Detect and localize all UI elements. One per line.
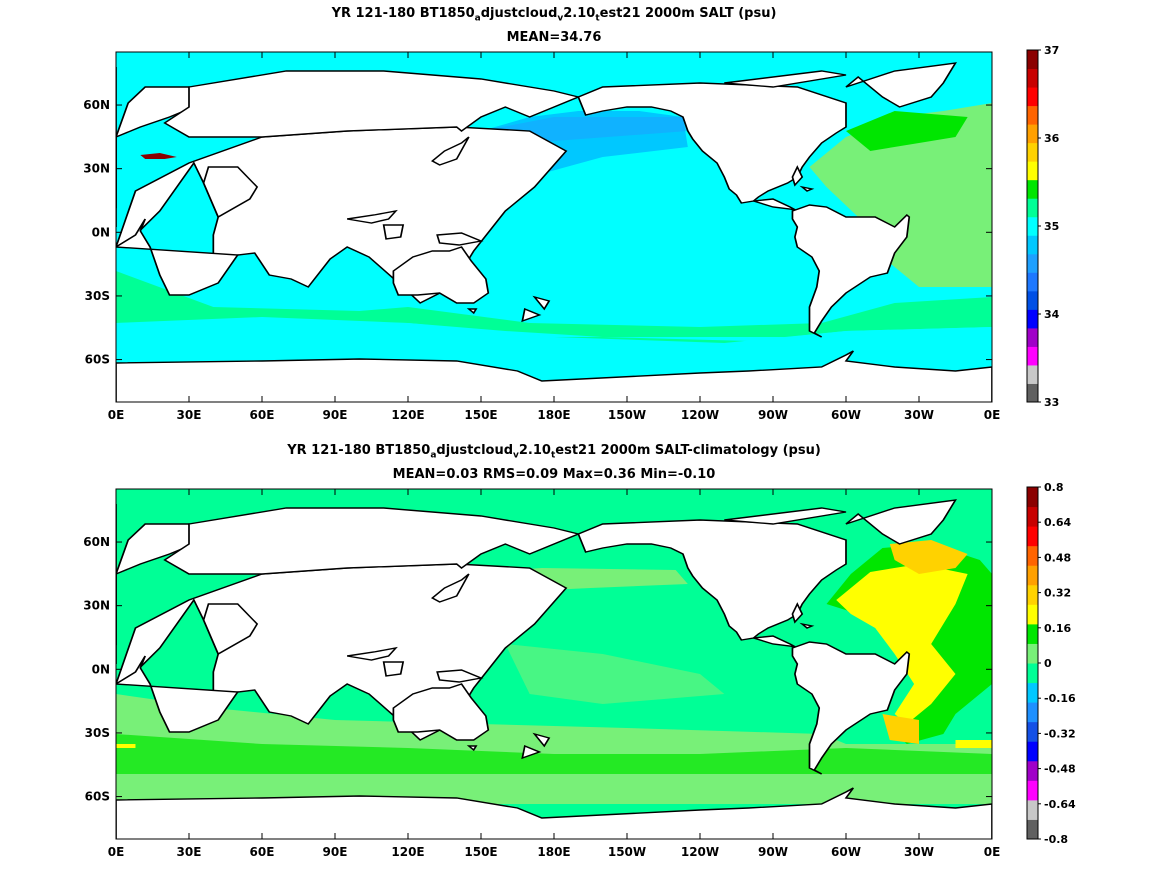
- panel2-subtitle: MEAN=0.03 RMS=0.09 Max=0.36 Min=-0.10: [392, 467, 716, 482]
- panel1-colorbar-swatch: [1027, 327, 1038, 347]
- panel1-ytick-label: 60N: [83, 98, 110, 112]
- panel2-ytick-label: 30S: [85, 726, 110, 740]
- panel2-ytick-label: 60S: [85, 790, 110, 804]
- panel1-colorbar-swatch: [1027, 68, 1038, 88]
- panel2-title: YR 121-180 BT1850adjustcloudv2.10test21 …: [287, 443, 821, 461]
- panel1-colorbar-swatch: [1027, 105, 1038, 125]
- panel1-colorbar-swatch: [1027, 272, 1038, 292]
- panel1-colorbar-swatch: [1027, 253, 1038, 273]
- panel2-colorbar-label: 0.32: [1044, 587, 1071, 600]
- panel2-colorbar-swatch: [1027, 760, 1038, 781]
- panel2-colorbar-label: -0.16: [1044, 692, 1076, 705]
- panel1-colorbar-swatch: [1027, 198, 1038, 218]
- panel1-colorbar-label: 34: [1044, 308, 1060, 321]
- panel2-xtick-label: 60W: [831, 845, 861, 859]
- panel1-colorbar-swatch: [1027, 161, 1038, 181]
- panel2-ytick-label: 30N: [83, 599, 110, 613]
- panel2-xtick-label: 120W: [681, 845, 719, 859]
- panel2-colorbar-label: -0.32: [1044, 727, 1076, 740]
- panel1-ytick-label: 30N: [83, 162, 110, 176]
- panel2-map: 0E 30E 60E 90E 120E 150E 180E 150W 120W 90W 60W 30W…: [83, 481, 1076, 859]
- panel2-colorbar-swatch: [1027, 487, 1038, 508]
- panel1-colorbar-swatch: [1027, 87, 1038, 107]
- panel2-colorbar-swatch: [1027, 819, 1038, 840]
- panel2-colorbar-swatch: [1027, 741, 1038, 762]
- panel1-colorbar-swatch: [1027, 124, 1038, 144]
- panel1-xtick-label: 0E: [984, 408, 1001, 422]
- panel2-ytick-label: 0N: [92, 662, 110, 676]
- panel1-subtitle: MEAN=34.76: [506, 30, 602, 45]
- panel1-colorbar-label: 35: [1044, 220, 1059, 233]
- panel2-colorbar-swatch: [1027, 506, 1038, 527]
- panel2-colorbar-label: 0.16: [1044, 622, 1071, 635]
- panel2-xtick-label: 180E: [537, 845, 570, 859]
- panel1-xtick-label: 30W: [904, 408, 934, 422]
- panel2-colorbar-label: -0.64: [1044, 798, 1076, 811]
- panel1-colorbar-swatch: [1027, 179, 1038, 199]
- panel2-colorbar-label: 0.64: [1044, 516, 1071, 529]
- panel1-xtick-label: 150E: [464, 408, 497, 422]
- panel1-xtick-label: 90W: [758, 408, 788, 422]
- panel1-colorbar-swatch: [1027, 364, 1038, 384]
- panel2-colorbar-label: -0.8: [1044, 833, 1068, 846]
- panel2-colorbar-swatch: [1027, 799, 1038, 820]
- panel1-colorbar-swatch: [1027, 142, 1038, 162]
- panel1-xtick-label: 30E: [177, 408, 202, 422]
- panel2-ytick-label: 60N: [83, 535, 110, 549]
- panel1-ytick-label: 60S: [85, 353, 110, 367]
- panel1-title: YR 121-180 BT1850adjustcloudv2.10test21 …: [331, 6, 777, 24]
- panel1-colorbar-swatch: [1027, 235, 1038, 255]
- panel2-colorbar-swatch: [1027, 604, 1038, 625]
- panel1-xtick-label: 150W: [608, 408, 646, 422]
- panel2-colorbar-swatch: [1027, 526, 1038, 547]
- panel1-xtick-label: 60E: [250, 408, 275, 422]
- panel1-colorbar-swatch: [1027, 216, 1038, 236]
- panel1-xtick-label: 180E: [537, 408, 570, 422]
- panel2-colorbar-label: 0.48: [1044, 551, 1071, 564]
- panel2-xtick-label: 120E: [391, 845, 424, 859]
- panel1-colorbar-swatch: [1027, 383, 1038, 403]
- panel2-colorbar-swatch: [1027, 565, 1038, 586]
- panel2-colorbar-label: -0.48: [1044, 763, 1076, 776]
- panel2-xtick-label: 30W: [904, 845, 934, 859]
- panel2-colorbar-swatch: [1027, 623, 1038, 644]
- panel1-colorbar-swatch: [1027, 309, 1038, 329]
- panel1-xtick-label: 120E: [391, 408, 424, 422]
- panel1-ytick-label: 0N: [92, 225, 110, 239]
- panel1-colorbar-label: 36: [1044, 132, 1060, 145]
- panel2-colorbar-swatch: [1027, 584, 1038, 605]
- panel2-xtick-label: 0E: [108, 845, 125, 859]
- panel2-colorbar-swatch: [1027, 643, 1038, 664]
- panel2-xtick-label: 0E: [984, 845, 1001, 859]
- panel2-colorbar-swatch: [1027, 780, 1038, 801]
- panel2-colorbar-swatch: [1027, 682, 1038, 703]
- panel1-xtick-label: 90E: [323, 408, 348, 422]
- panel2-xtick-label: 30E: [177, 845, 202, 859]
- panel2-colorbar-label: 0: [1044, 657, 1052, 670]
- panel2-colorbar-label: 0.8: [1044, 481, 1064, 494]
- panel1-colorbar-label: 33: [1044, 396, 1059, 409]
- panel1-colorbar-swatch: [1027, 346, 1038, 366]
- panel1-xtick-label: 60W: [831, 408, 861, 422]
- panel2-colorbar-swatch: [1027, 545, 1038, 566]
- panel1-xtick-label: 120W: [681, 408, 719, 422]
- panel2-xtick-label: 60E: [250, 845, 275, 859]
- panel1-map: 0E 30E 60E 90E 120E 150E 180E 150W 120W 90W 60W 30W…: [83, 44, 1060, 422]
- panel1-colorbar-swatch: [1027, 290, 1038, 310]
- panel1-colorbar-label: 37: [1044, 44, 1059, 57]
- panel1-xtick-label: 0E: [108, 408, 125, 422]
- panel2-xtick-label: 90W: [758, 845, 788, 859]
- panel2-xtick-label: 90E: [323, 845, 348, 859]
- panel1-colorbar-swatch: [1027, 50, 1038, 70]
- panel2-xtick-label: 150E: [464, 845, 497, 859]
- panel2-xtick-label: 150W: [608, 845, 646, 859]
- panel1-ytick-label: 30S: [85, 289, 110, 303]
- panel2-colorbar-swatch: [1027, 663, 1038, 684]
- panel2-colorbar-swatch: [1027, 721, 1038, 742]
- panel2-colorbar-swatch: [1027, 702, 1038, 723]
